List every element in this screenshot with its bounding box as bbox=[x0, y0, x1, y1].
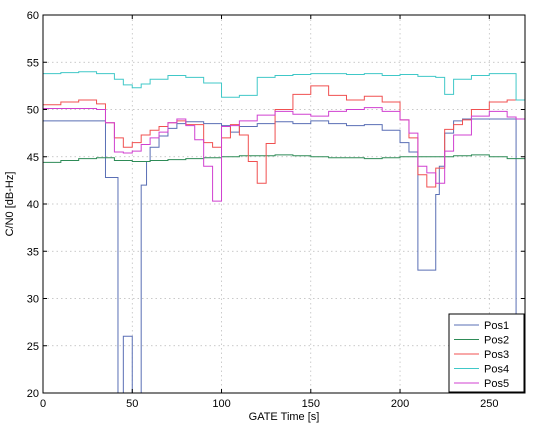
y-tick-label: 35 bbox=[27, 246, 39, 258]
legend-label: Pos5 bbox=[484, 378, 509, 390]
legend-label: Pos1 bbox=[484, 320, 509, 332]
series-line-pos5 bbox=[43, 107, 525, 202]
x-axis-label: GATE Time [s] bbox=[249, 411, 320, 423]
y-axis-label: C/N0 [dB-Hz] bbox=[4, 172, 16, 237]
series-line-pos2 bbox=[43, 154, 525, 163]
legend-label: Pos2 bbox=[484, 335, 509, 347]
y-tick-label: 25 bbox=[27, 341, 39, 353]
y-tick-labels: 20 25 30 35 40 45 50 55 60 bbox=[27, 10, 39, 400]
x-tick-label: 250 bbox=[480, 398, 498, 410]
series-lines bbox=[43, 71, 526, 394]
y-tick-label: 55 bbox=[27, 57, 39, 69]
y-tick-label: 20 bbox=[27, 388, 39, 400]
legend-box bbox=[448, 313, 525, 393]
x-tick-label: 0 bbox=[40, 398, 46, 410]
y-tick-label: 60 bbox=[27, 10, 39, 22]
x-tick-label: 150 bbox=[302, 398, 320, 410]
x-tick-label: 50 bbox=[126, 398, 138, 410]
series-line-pos4 bbox=[43, 71, 525, 101]
legend: Pos1 Pos2 Pos3 Pos4 Pos5 bbox=[448, 313, 525, 393]
legend-label: Pos3 bbox=[484, 349, 509, 361]
y-tick-label: 30 bbox=[27, 294, 39, 306]
x-tick-label: 200 bbox=[391, 398, 409, 410]
y-tick-label: 50 bbox=[27, 105, 39, 117]
y-tick-label: 45 bbox=[27, 152, 39, 164]
x-tick-labels: 0 50 100 150 200 250 bbox=[40, 398, 499, 410]
legend-label: Pos4 bbox=[484, 364, 509, 376]
y-tick-label: 40 bbox=[27, 199, 39, 211]
series-line-pos3 bbox=[43, 85, 526, 188]
x-tick-label: 100 bbox=[212, 398, 230, 410]
